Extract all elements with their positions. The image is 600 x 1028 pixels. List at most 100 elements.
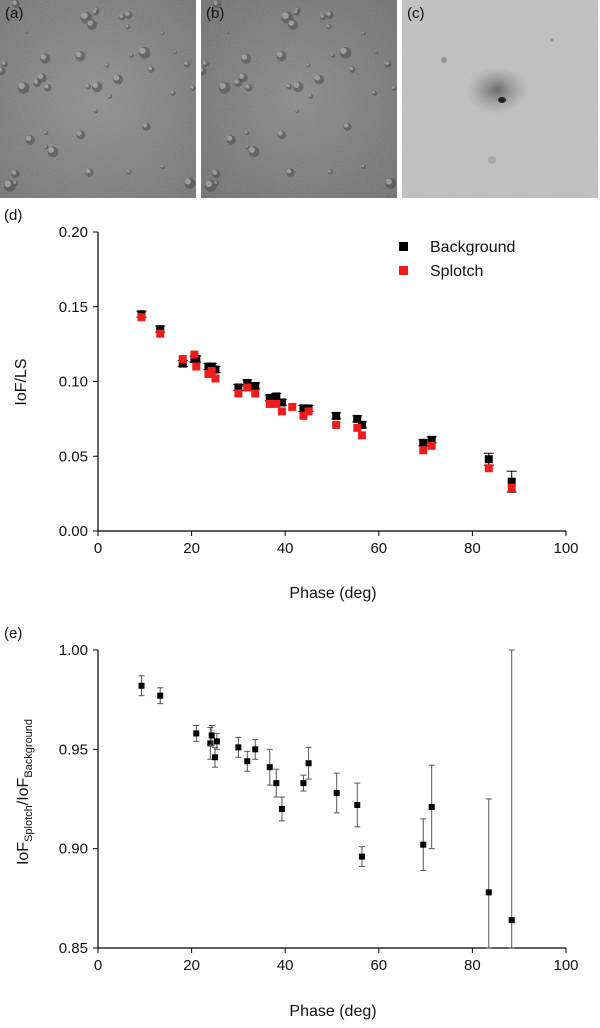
lunar-surface-image-a: [0, 0, 196, 198]
crater-rim: [148, 66, 153, 71]
data-point-ratio: [212, 754, 218, 761]
crater-rim: [385, 61, 389, 66]
data-point-ratio: [157, 692, 164, 699]
data-point-ratio: [235, 744, 242, 751]
data-point-splotch: [357, 431, 366, 440]
data-point-splotch: [156, 329, 165, 338]
data-point-ratio: [508, 917, 515, 924]
data-point-splotch: [304, 407, 313, 416]
chart-d-y-axis-label: IoF/LS: [13, 358, 30, 405]
legend-marker-background: [399, 242, 408, 251]
x-tick-label: 20: [183, 957, 200, 974]
crater-rim: [212, 170, 218, 175]
crater-rim: [362, 31, 365, 34]
data-point-splotch: [299, 411, 308, 420]
crater-rim: [277, 130, 283, 136]
data-point-background: [272, 392, 281, 401]
panel-label-d: (d): [4, 207, 22, 224]
data-point-splotch: [484, 464, 493, 473]
data-point-background: [234, 383, 243, 392]
crater-rim: [94, 109, 97, 112]
data-point-background: [299, 404, 308, 413]
crater-rim: [227, 135, 233, 141]
x-tick-label: 100: [553, 957, 578, 974]
data-point-background: [156, 325, 165, 334]
y-tick-label: 0.15: [59, 299, 88, 316]
data-point-background: [277, 398, 286, 407]
x-tick-label: 60: [370, 957, 387, 974]
data-point-splotch: [332, 420, 341, 429]
crater-rim: [349, 66, 354, 71]
crater-rim: [328, 169, 331, 173]
chart-e-svg: (e) 0 20 40 60 80 100 0.85 0.90 0.95 1.00 Phase (…: [4, 625, 579, 1020]
chart-e-y-axis-label: IoFSplotch/IoFBackground: [15, 719, 35, 865]
data-point-ratio: [300, 780, 307, 787]
panel-label-e: (e): [4, 625, 22, 642]
crater-rim: [127, 169, 130, 173]
data-point-ratio: [266, 764, 273, 771]
data-point-ratio: [354, 801, 361, 808]
data-point-splotch: [192, 362, 201, 371]
data-point-ratio: [358, 853, 365, 860]
data-point-splotch: [265, 399, 274, 408]
data-point-ratio: [208, 732, 215, 739]
chart-e-ratio-vs-phase: (e) 0 20 40 60 80 100 0.85 0.90 0.95 1.00 Phase (…: [0, 618, 600, 1023]
panel-label-b: (b): [206, 5, 225, 22]
crater-rim: [11, 170, 17, 175]
data-point-splotch: [207, 367, 216, 376]
crater-rim: [245, 84, 250, 89]
crater-rim: [361, 165, 365, 168]
crater-rim: [139, 47, 146, 54]
crater-rim: [314, 75, 321, 81]
x-tick-label: 40: [277, 957, 294, 974]
crater-rim: [249, 146, 256, 153]
crater-rim: [214, 181, 218, 184]
data-point-ratio: [244, 758, 251, 765]
chart-d-svg: (d) 0 20 40 60 80 100 0.00 0.05 0.10 0.15 0.20 Pha…: [4, 207, 579, 602]
crater-rim: [326, 24, 330, 28]
crater-rim: [293, 82, 300, 88]
crater-rim: [48, 146, 55, 153]
panel-label-c: (c): [407, 5, 425, 22]
data-point-splotch: [190, 350, 199, 359]
legend-label-splotch: Splotch: [430, 263, 483, 280]
data-point-background: [427, 435, 436, 444]
crater-rim: [340, 47, 347, 54]
crater-rim: [385, 178, 392, 185]
image-panel-c: (c): [402, 0, 598, 198]
data-point-splotch: [288, 402, 297, 411]
data-point-ratio: [428, 803, 435, 810]
panel-label-a: (a): [5, 5, 24, 22]
crater-rim: [85, 84, 89, 88]
crater-rim: [1, 61, 6, 65]
crater-rim: [38, 73, 44, 79]
crater-rim: [44, 145, 47, 148]
y-tick-label: 1.00: [59, 642, 88, 659]
data-point-splotch: [507, 483, 516, 492]
data-point-splotch: [277, 407, 286, 416]
data-point-ratio: [305, 760, 312, 767]
chart-d-x-axis-label: Phase (deg): [289, 585, 376, 602]
crater-rim: [76, 51, 82, 58]
data-point-ratio: [485, 889, 492, 896]
crater-rim: [107, 94, 111, 97]
crater-rim: [213, 0, 218, 5]
x-tick-label: 60: [370, 540, 387, 557]
data-point-splotch: [353, 423, 362, 432]
data-point-background: [484, 455, 493, 464]
data-point-splotch: [251, 389, 260, 398]
y-tick-label: 0.85: [59, 940, 88, 957]
crater-rim: [85, 168, 91, 174]
crater-rim: [113, 75, 120, 81]
x-tick-label: 100: [553, 540, 578, 557]
crater-rim: [129, 53, 133, 57]
crater-rim: [306, 63, 309, 66]
crater-rim: [239, 73, 245, 79]
x-tick-label: 20: [183, 540, 200, 557]
x-tick-label: 0: [94, 957, 102, 974]
data-point-ratio: [138, 682, 145, 689]
crater-rim: [330, 53, 334, 57]
crater-rim: [92, 82, 99, 88]
crater-rim: [184, 61, 188, 66]
data-point-background: [251, 381, 260, 390]
